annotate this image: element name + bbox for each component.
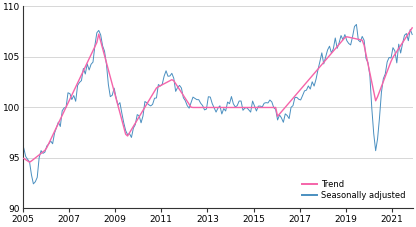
Legend: Trend, Seasonally adjusted: Trend, Seasonally adjusted	[302, 180, 405, 200]
